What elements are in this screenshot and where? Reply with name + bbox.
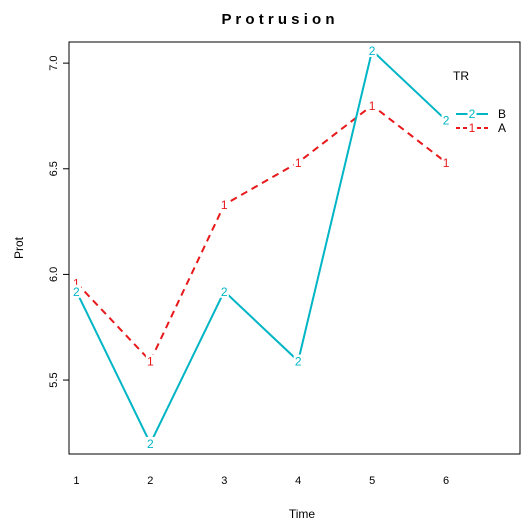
point-marker-bg: [293, 155, 303, 169]
series-line-B: [75, 48, 447, 446]
y-tick-label: 7.0: [48, 55, 60, 70]
legend-title: TR: [453, 69, 469, 83]
legend-marker-bg: [467, 108, 477, 120]
x-axis-label: Time: [289, 507, 316, 521]
data-point-B: 2: [295, 355, 302, 369]
data-point-B: 2: [221, 285, 228, 299]
x-axis: 1 2 3 4 5 6: [73, 475, 449, 487]
legend-label-A: A: [498, 121, 506, 135]
data-point-A: 1: [221, 198, 228, 212]
point-marker-bg: [145, 354, 155, 368]
legend-label-B: B: [498, 107, 506, 121]
plot-frame: [68, 41, 521, 455]
data-point-A: 1: [295, 156, 302, 170]
point-marker-bg: [219, 198, 229, 212]
y-tick-label: 6.0: [48, 267, 60, 282]
y-axis: 5.5 6.0 6.5 7.0: [48, 55, 69, 388]
y-axis-label: Prot: [12, 236, 26, 259]
legend: TR 2 B 1 A: [453, 69, 506, 135]
point-marker-bg: [219, 284, 229, 298]
data-point-A: 1: [443, 156, 450, 170]
series-line-A: [75, 104, 447, 363]
legend-entries: 2 B 1 A: [456, 107, 506, 135]
legend-marker-bg: [467, 122, 477, 134]
legend-marker-B: 2: [469, 107, 476, 121]
x-tick-label: 2: [147, 475, 153, 487]
point-marker-bg: [441, 113, 451, 127]
x-tick-label: 1: [73, 475, 79, 487]
legend-marker-A: 1: [469, 121, 476, 135]
y-tick-label: 5.5: [48, 372, 60, 387]
data-point-B: 2: [369, 44, 376, 58]
point-marker-bg: [71, 276, 81, 290]
x-tick-label: 3: [221, 475, 227, 487]
point-marker-bg: [71, 284, 81, 298]
point-marker-bg: [293, 354, 303, 368]
data-point-A: 1: [147, 355, 154, 369]
data-point-B: 2: [73, 285, 80, 299]
y-tick-label: 6.5: [48, 161, 60, 176]
x-tick-label: 5: [369, 475, 375, 487]
point-marker-bg: [441, 155, 451, 169]
data-point-A: 1: [73, 276, 80, 290]
chart-title: P r o t r u s i o n: [221, 11, 334, 28]
point-marker-bg: [367, 43, 377, 57]
point-marker-bg: [145, 436, 155, 450]
point-marker-bg: [367, 98, 377, 112]
data-point-A: 1: [369, 99, 376, 113]
data-point-B: 2: [443, 114, 450, 128]
x-tick-label: 6: [443, 475, 449, 487]
x-tick-label: 4: [295, 475, 301, 487]
data-point-B: 2: [147, 437, 154, 451]
